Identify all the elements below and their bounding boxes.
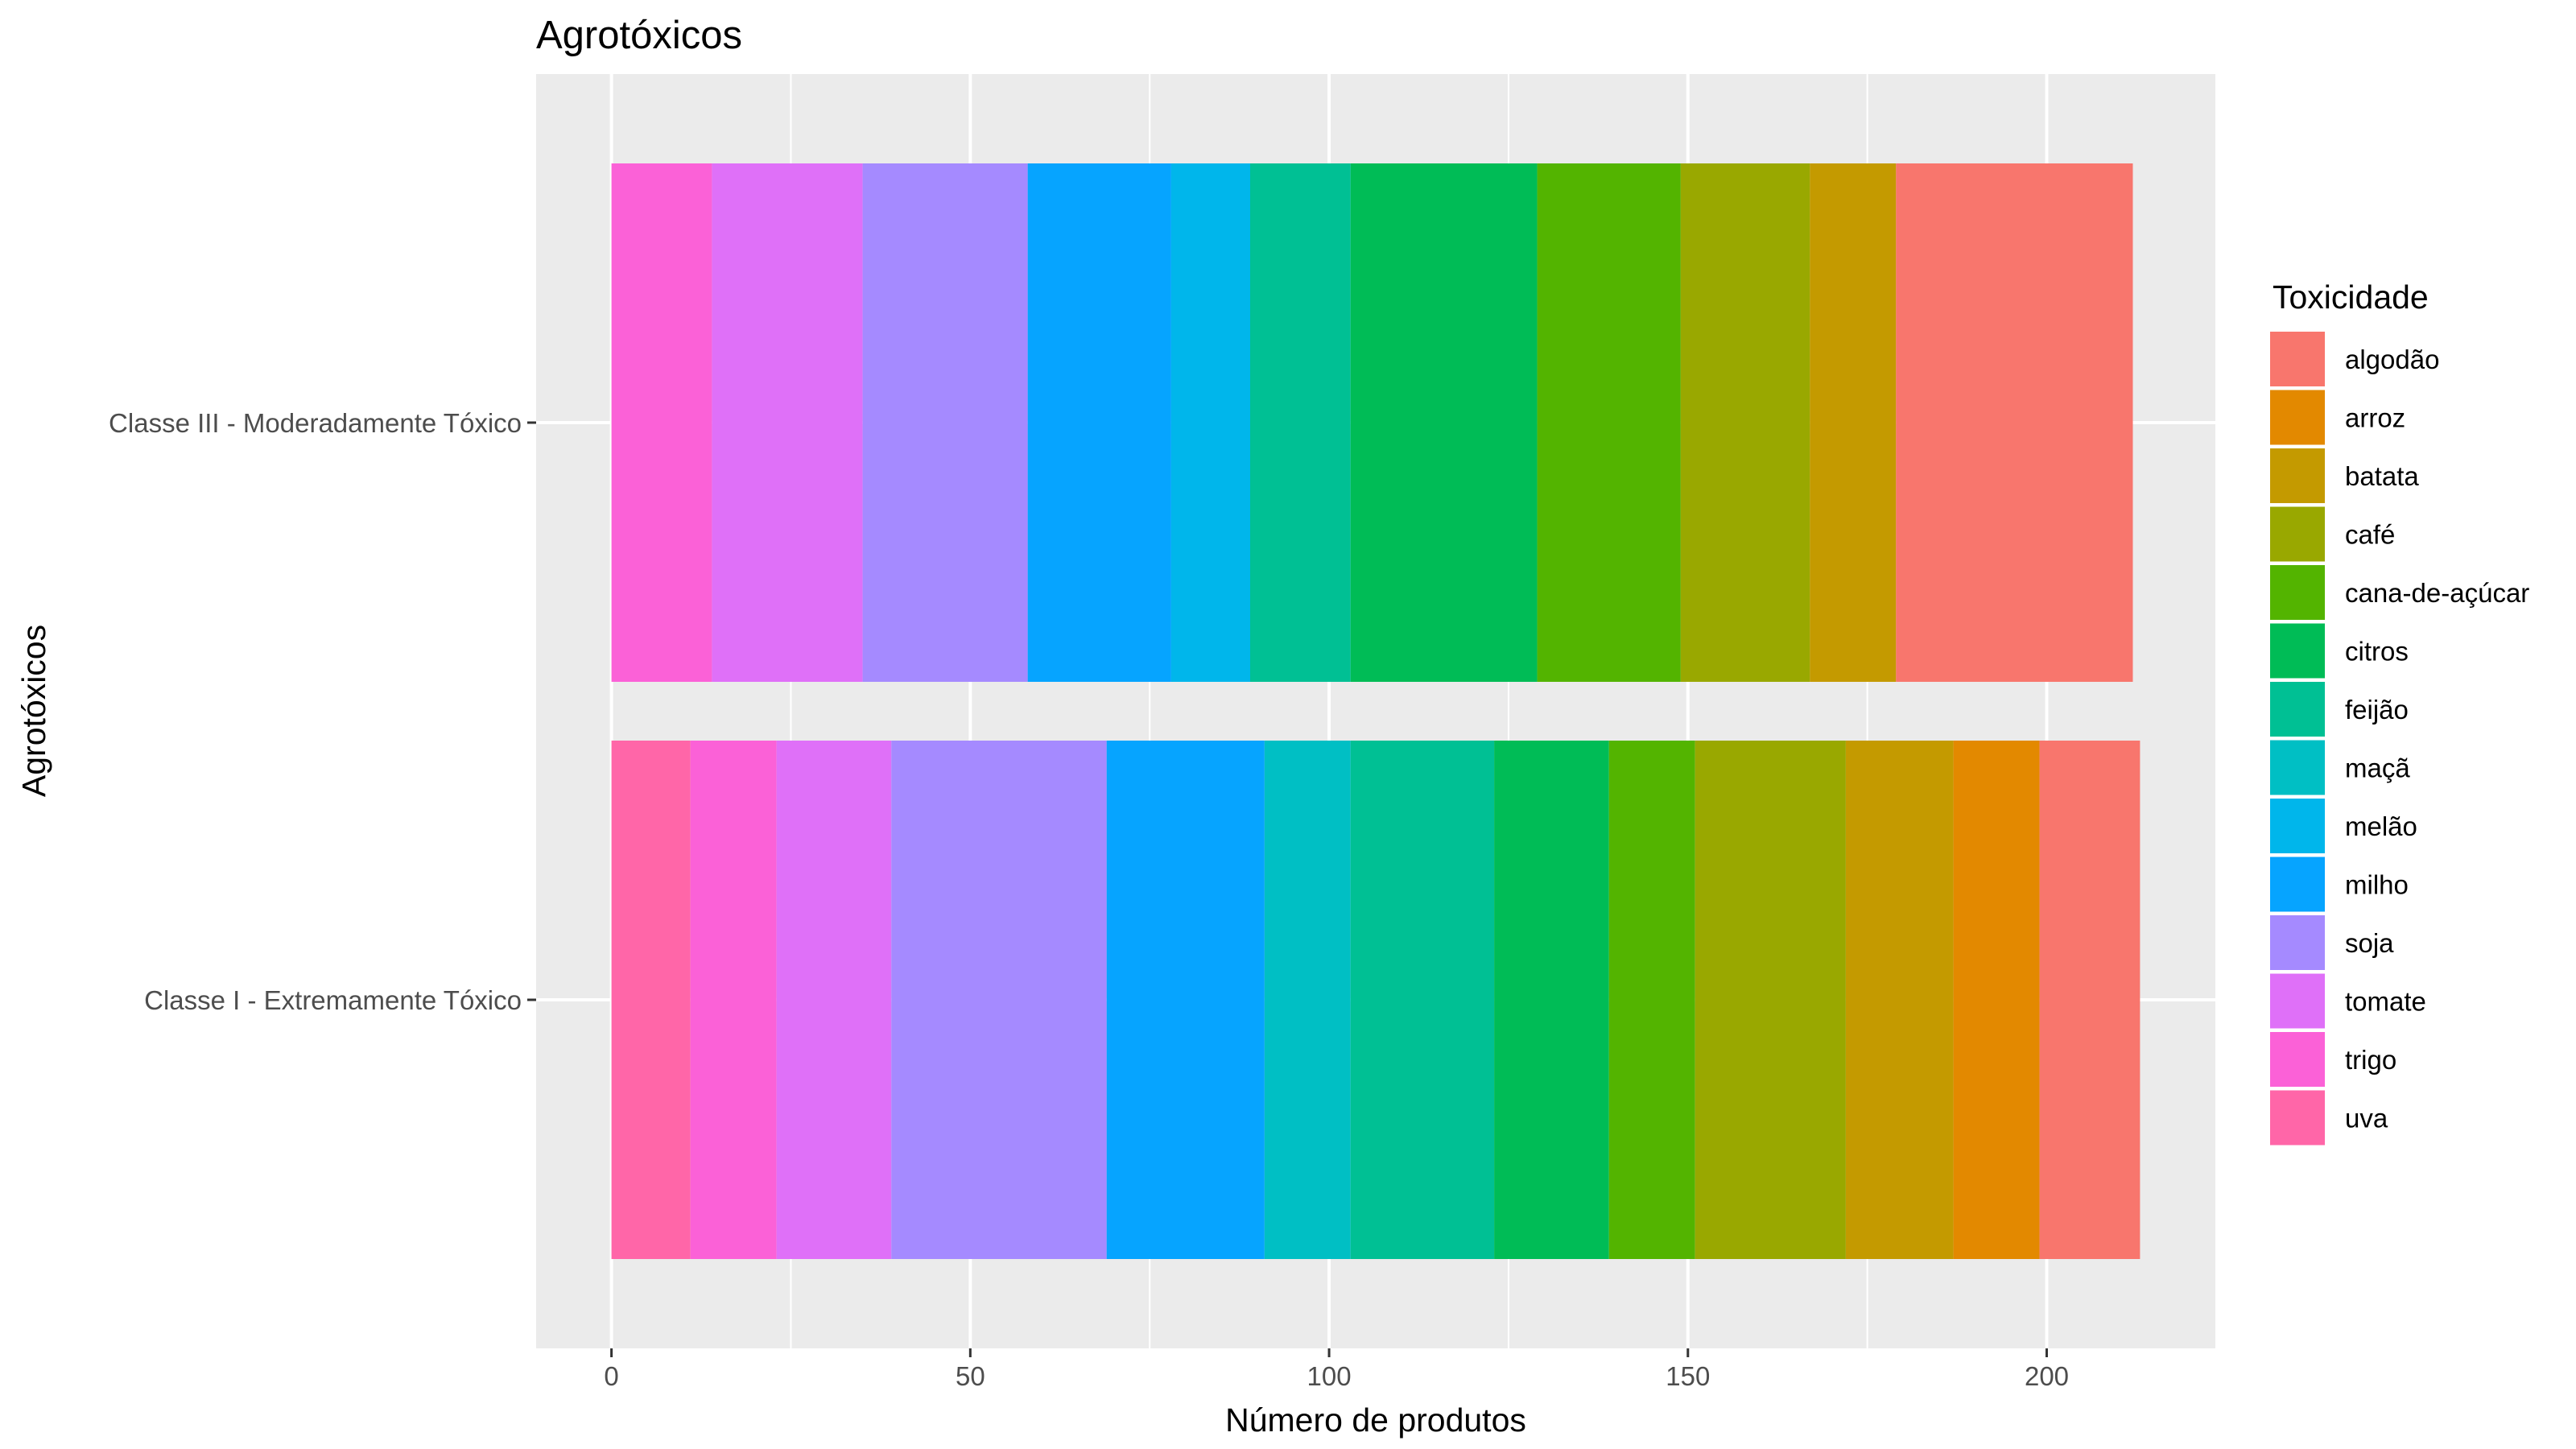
- bar-citros: [1350, 163, 1538, 682]
- legend-key-tomate: [2270, 973, 2325, 1029]
- x-axis: 0 50 100 150 200: [604, 1348, 2069, 1391]
- legend-label-citros: citros: [2345, 637, 2409, 667]
- legend-key-melao: [2270, 799, 2325, 853]
- bar-trigo: [690, 741, 777, 1259]
- bar-batata: [1845, 741, 1954, 1259]
- legend-label-arroz: arroz: [2345, 403, 2405, 433]
- legend-key-uva: [2270, 1090, 2325, 1146]
- legend-label-algodao: algodão: [2345, 345, 2439, 374]
- y-tick-label: Classe III - Moderadamente Tóxico: [109, 408, 522, 438]
- bar-citros: [1494, 741, 1609, 1259]
- bar-cana-de-acucar: [1608, 741, 1695, 1259]
- legend-label-uva: uva: [2345, 1104, 2388, 1133]
- bar-arroz: [1953, 741, 2040, 1259]
- legend-label-cana-de-acucar: cana-de-açúcar: [2345, 578, 2529, 608]
- x-tick-label: 0: [604, 1361, 618, 1391]
- bar-feijao: [1249, 163, 1351, 682]
- bars: [611, 163, 2140, 1259]
- legend-key-batata: [2270, 448, 2325, 503]
- legend-label-cafe: café: [2345, 520, 2395, 550]
- bar-melao: [1170, 163, 1250, 682]
- legend-key-trigo: [2270, 1032, 2325, 1087]
- legend-key-citros: [2270, 623, 2325, 679]
- bar-algodao: [1896, 163, 2133, 682]
- bar-soja: [891, 741, 1107, 1259]
- x-axis-title: Número de produtos: [1225, 1402, 1526, 1439]
- x-tick-label: 200: [2025, 1361, 2069, 1391]
- bar-soja: [862, 163, 1028, 682]
- legend-label-tomate: tomate: [2345, 987, 2426, 1017]
- legend-label-feijao: feijão: [2345, 695, 2409, 724]
- legend-label-maca: maçã: [2345, 753, 2410, 783]
- legend-key-algodao: [2270, 332, 2325, 386]
- legend: Toxicidade algodão arroz batata café cana-de…: [2270, 279, 2529, 1146]
- legend-key-cafe: [2270, 506, 2325, 562]
- x-tick-label: 50: [956, 1361, 985, 1391]
- bar-tomate: [776, 741, 892, 1259]
- legend-label-batata: batata: [2345, 461, 2419, 491]
- bar-cafe: [1695, 741, 1846, 1259]
- legend-label-milho: milho: [2345, 870, 2409, 900]
- bar-milho: [1106, 741, 1265, 1259]
- legend-label-trigo: trigo: [2345, 1045, 2396, 1075]
- x-tick-label: 100: [1307, 1361, 1352, 1391]
- bar-feijao: [1350, 741, 1495, 1259]
- bar-trigo: [611, 163, 712, 682]
- legend-key-milho: [2270, 857, 2325, 912]
- legend-key-maca: [2270, 740, 2325, 795]
- legend-key-feijao: [2270, 682, 2325, 737]
- bar-cafe: [1680, 163, 1810, 682]
- y-axis-title: Agrotóxicos: [15, 625, 52, 797]
- bar-milho: [1027, 163, 1171, 682]
- legend-title: Toxicidade: [2273, 279, 2429, 316]
- legend-label-melao: melão: [2345, 811, 2417, 841]
- y-axis: Classe III - Moderadamente Tóxico Classe …: [109, 408, 536, 1015]
- bar-tomate: [712, 163, 863, 682]
- legend-key-arroz: [2270, 390, 2325, 445]
- legend-key-soja: [2270, 915, 2325, 970]
- x-tick-label: 150: [1666, 1361, 1710, 1391]
- bar-uva: [611, 741, 691, 1259]
- chart-title: Agrotóxicos: [536, 14, 742, 57]
- bar-algodao: [2039, 741, 2140, 1259]
- bar-maca: [1264, 741, 1351, 1259]
- legend-key-cana-de-acucar: [2270, 565, 2325, 620]
- y-tick-label: Classe I - Extremamente Tóxico: [144, 985, 522, 1015]
- bar-cana-de-acucar: [1537, 163, 1681, 682]
- bar-batata: [1810, 163, 1897, 682]
- legend-label-soja: soja: [2345, 928, 2394, 958]
